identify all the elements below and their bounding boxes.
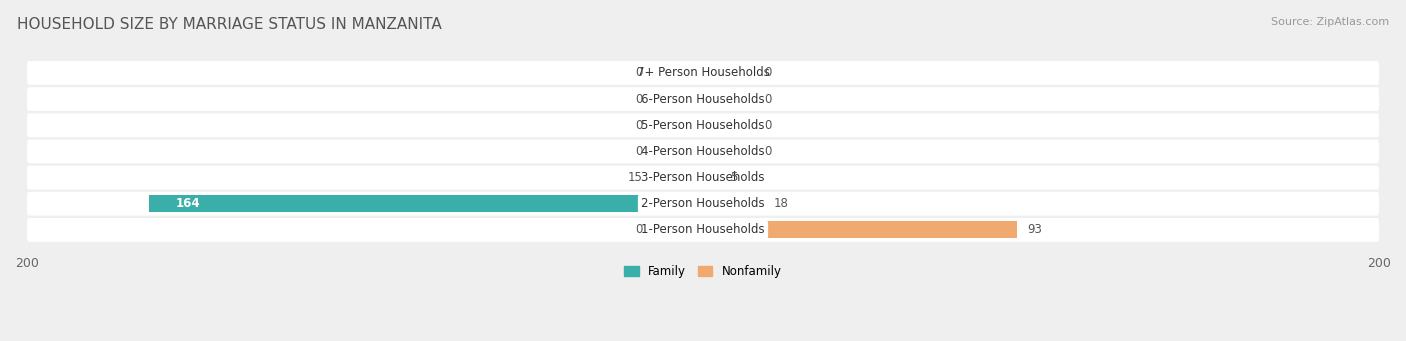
FancyBboxPatch shape (27, 218, 1379, 242)
Text: 7+ Person Households: 7+ Person Households (637, 66, 769, 79)
Bar (703, 91, 754, 107)
Bar (703, 169, 720, 186)
Bar (703, 143, 754, 160)
FancyBboxPatch shape (27, 139, 1379, 163)
Text: 0: 0 (763, 119, 772, 132)
Bar (652, 117, 703, 134)
Legend: Family, Nonfamily: Family, Nonfamily (620, 261, 786, 283)
Text: 0: 0 (634, 66, 643, 79)
Bar (652, 169, 703, 186)
Bar (652, 64, 703, 81)
Text: HOUSEHOLD SIZE BY MARRIAGE STATUS IN MANZANITA: HOUSEHOLD SIZE BY MARRIAGE STATUS IN MAN… (17, 17, 441, 32)
Bar (703, 64, 754, 81)
Bar (703, 221, 1018, 238)
Text: 2-Person Households: 2-Person Households (641, 197, 765, 210)
FancyBboxPatch shape (27, 192, 1379, 216)
FancyBboxPatch shape (27, 61, 1379, 85)
Bar (652, 143, 703, 160)
Text: 6-Person Households: 6-Person Households (641, 92, 765, 106)
FancyBboxPatch shape (27, 87, 1379, 111)
Bar (149, 195, 703, 212)
Text: 0: 0 (634, 119, 643, 132)
Text: 164: 164 (176, 197, 200, 210)
Text: 0: 0 (763, 66, 772, 79)
Text: 93: 93 (1028, 223, 1042, 236)
Text: 3-Person Households: 3-Person Households (641, 171, 765, 184)
Text: 0: 0 (634, 145, 643, 158)
Text: 5-Person Households: 5-Person Households (641, 119, 765, 132)
Bar (652, 91, 703, 107)
Bar (703, 195, 763, 212)
FancyBboxPatch shape (27, 113, 1379, 137)
Text: 0: 0 (763, 92, 772, 106)
Text: 1-Person Households: 1-Person Households (641, 223, 765, 236)
Bar (703, 117, 754, 134)
Bar (652, 221, 703, 238)
Text: Source: ZipAtlas.com: Source: ZipAtlas.com (1271, 17, 1389, 27)
Text: 18: 18 (773, 197, 789, 210)
Text: 15: 15 (627, 171, 643, 184)
Text: 5: 5 (730, 171, 737, 184)
Text: 0: 0 (634, 92, 643, 106)
Text: 4-Person Households: 4-Person Households (641, 145, 765, 158)
FancyBboxPatch shape (27, 166, 1379, 190)
Text: 0: 0 (634, 223, 643, 236)
Text: 0: 0 (763, 145, 772, 158)
